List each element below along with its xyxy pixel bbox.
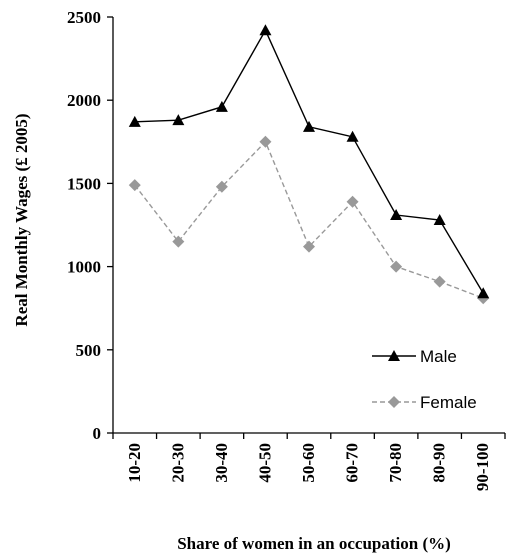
- x-tick-label: 80-90: [430, 443, 449, 483]
- data-point-female: [390, 260, 403, 273]
- data-point-female: [303, 240, 315, 253]
- legend-item-female: Female: [372, 393, 477, 412]
- legend-label-female: Female: [420, 393, 477, 412]
- series-female: [128, 135, 490, 305]
- data-point-male: [128, 115, 141, 127]
- series-layer: [128, 24, 490, 305]
- data-point-female: [128, 179, 141, 192]
- data-point-female: [215, 180, 228, 193]
- data-point-male: [259, 24, 272, 36]
- legend-label-male: Male: [420, 347, 457, 366]
- legend-item-male: Male: [372, 347, 457, 366]
- data-point-male: [433, 214, 446, 226]
- x-axis-title: Share of women in an occupation (%): [177, 534, 451, 553]
- series-male: [128, 24, 490, 299]
- x-tick-label: 60-70: [343, 443, 362, 483]
- series-line-male: [134, 28, 484, 294]
- y-axis: 0 500 1000 1500 2000 2500: [67, 8, 114, 443]
- data-point-male: [390, 209, 403, 221]
- y-tick-label: 1500: [67, 174, 101, 193]
- data-point-female: [433, 275, 446, 288]
- y-tick-label: 500: [76, 341, 102, 360]
- data-point-male: [303, 120, 315, 132]
- x-tick-label: 30-40: [212, 443, 231, 483]
- data-point-female: [172, 235, 185, 248]
- x-tick-label: 70-80: [386, 443, 405, 483]
- y-tick-label: 0: [93, 424, 102, 443]
- legend: Male Female: [372, 347, 477, 412]
- data-point-male: [172, 114, 185, 126]
- x-tick-label: 20-30: [168, 443, 187, 483]
- y-axis-title: Real Monthly Wages (£ 2005): [12, 113, 31, 326]
- x-tick-label: 10-20: [125, 443, 144, 483]
- x-tick-label: 50-60: [299, 443, 318, 483]
- x-tick-label: 90-100: [473, 443, 492, 491]
- data-point-male: [477, 287, 490, 299]
- legend-marker-male: [388, 350, 400, 361]
- data-point-female: [346, 195, 359, 208]
- y-tick-label: 2000: [67, 91, 101, 110]
- data-point-male: [215, 100, 228, 112]
- data-point-female: [259, 135, 272, 148]
- y-tick-label: 2500: [67, 8, 101, 27]
- legend-marker-female: [388, 396, 400, 408]
- x-axis: 10-20 20-30 30-40 40-50 50-60 60-70 70-80 80-90…: [112, 432, 506, 491]
- x-tick-label: 40-50: [255, 443, 274, 483]
- y-tick-label: 1000: [67, 258, 101, 277]
- data-point-male: [346, 130, 359, 142]
- series-line-female: [134, 140, 484, 299]
